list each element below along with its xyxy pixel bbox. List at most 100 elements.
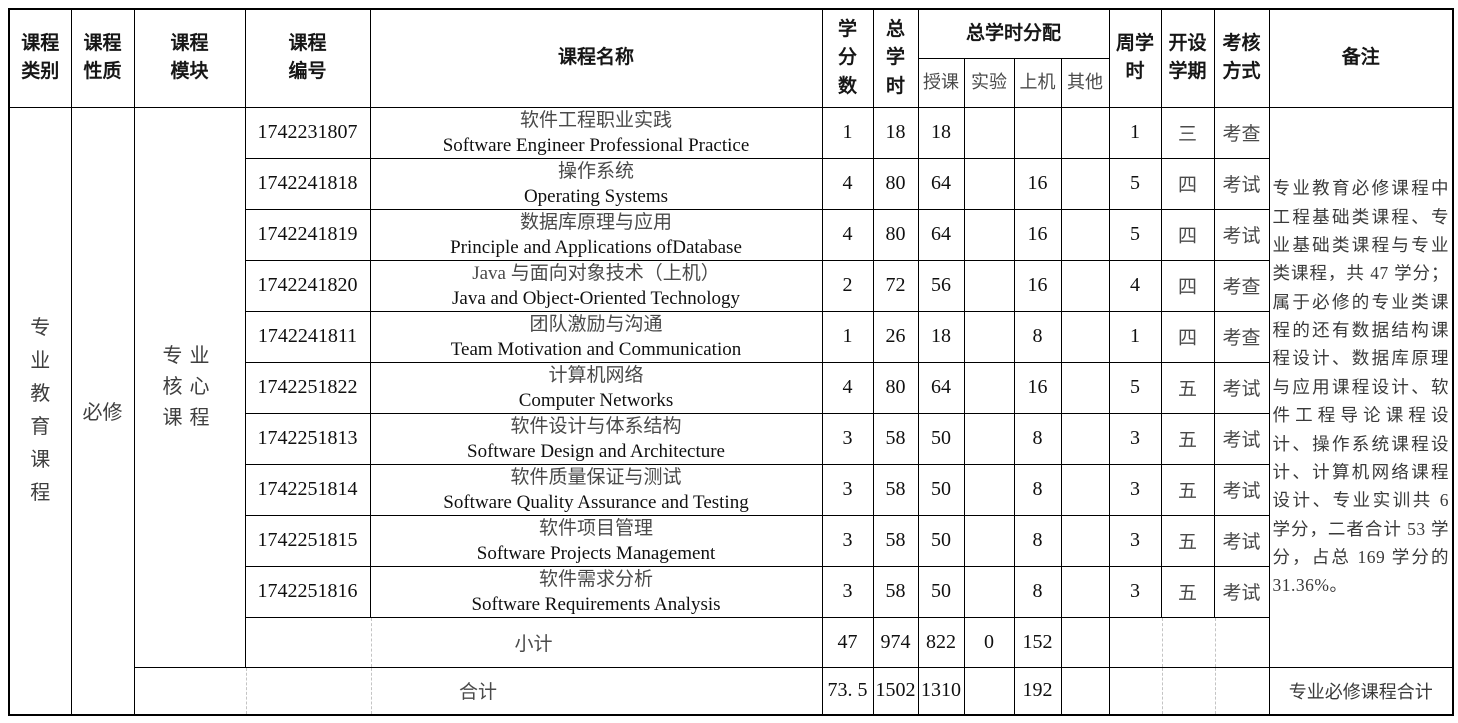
header-course-nature-label: 课程性质 xyxy=(83,32,122,83)
course-name-en: Computer Networks xyxy=(518,389,674,411)
weekly-hours-cell: 4 xyxy=(1108,259,1162,312)
assessment-cell: 考查 xyxy=(1213,106,1270,159)
computer-hours-cell: 16 xyxy=(1013,208,1062,261)
assessment-cell: 考试 xyxy=(1213,565,1270,618)
semester-cell: 五 xyxy=(1160,565,1215,618)
weekly-hours-cell: 3 xyxy=(1108,412,1162,465)
header-course-category: 课程类别 xyxy=(8,8,72,108)
course-name-zh: 计算机网络 xyxy=(548,364,644,386)
credits-cell: 4 xyxy=(821,361,874,414)
credits-cell: 3 xyxy=(821,463,874,516)
total-total-hours-cell: 1502 xyxy=(872,666,919,716)
course-number-cell: 1742241811 xyxy=(244,310,371,363)
module-cell: 专业核心课程 xyxy=(133,106,246,668)
weekly-hours-cell: 5 xyxy=(1108,361,1162,414)
total-hours-cell: 80 xyxy=(872,208,919,261)
total-hours-cell: 58 xyxy=(872,565,919,618)
semester-cell: 四 xyxy=(1160,208,1215,261)
subtotal-label: 小计 xyxy=(514,633,553,655)
header-course-nature: 课程性质 xyxy=(70,8,135,108)
assessment-cell: 考查 xyxy=(1213,259,1270,312)
weekly-hours-cell: 1 xyxy=(1108,310,1162,363)
course-name-cell: 数据库原理与应用 Principle and Applications ofDa… xyxy=(369,208,823,261)
module-label: 专业核心课程 xyxy=(162,344,217,429)
semester-cell: 四 xyxy=(1160,259,1215,312)
subtotal-row: 小计 47 974 822 0 152 xyxy=(9,616,1453,668)
semester-cell: 五 xyxy=(1160,463,1215,516)
course-number-cell: 1742241819 xyxy=(244,208,371,261)
assessment-cell: 考试 xyxy=(1213,157,1270,210)
course-name-zh: 团队激励与沟通 xyxy=(529,313,663,335)
merged-gridline xyxy=(1214,618,1216,666)
total-hours-cell: 80 xyxy=(872,361,919,414)
total-hours-cell: 72 xyxy=(872,259,919,312)
course-name-en: Principle and Applications ofDatabase xyxy=(450,236,742,258)
lecture-hours-cell: 18 xyxy=(917,106,965,159)
merged-gridline xyxy=(1214,668,1216,714)
header-total-hours-label: 总学时 xyxy=(885,18,905,97)
assessment-cell: 考试 xyxy=(1213,514,1270,567)
subtotal-total-hours-cell: 974 xyxy=(872,616,919,668)
semester-cell: 五 xyxy=(1160,361,1215,414)
assessment-cell: 考试 xyxy=(1213,412,1270,465)
credits-cell: 2 xyxy=(821,259,874,312)
course-row: 1742241811 团队激励与沟通 Team Motivation and C… xyxy=(9,310,1453,363)
subtotal-experiment-cell: 0 xyxy=(963,616,1015,668)
merged-gridline xyxy=(370,618,372,666)
experiment-hours-cell xyxy=(963,208,1015,261)
course-name-en: Software Engineer Professional Practice xyxy=(442,134,750,156)
course-number-cell: 1742251813 xyxy=(244,412,371,465)
lecture-hours-cell: 50 xyxy=(917,463,965,516)
remarks-text: 专业教育必修课程中工程基础类课程、专业基础类课程与专业类课程，共 47 学分；属… xyxy=(1272,178,1450,596)
total-lecture-cell: 1310 xyxy=(917,666,965,716)
course-number-cell: 1742251815 xyxy=(244,514,371,567)
computer-hours-cell: 8 xyxy=(1013,514,1062,567)
credits-cell: 3 xyxy=(821,565,874,618)
course-number-cell: 1742241818 xyxy=(244,157,371,210)
course-name-cell: 团队激励与沟通 Team Motivation and Communicatio… xyxy=(369,310,823,363)
total-hours-cell: 58 xyxy=(872,514,919,567)
subtotal-label-cell: 小计 xyxy=(244,616,823,668)
course-row: 1742241819 数据库原理与应用 Principle and Applic… xyxy=(9,208,1453,261)
subtotal-other-cell xyxy=(1060,616,1110,668)
course-name-cell: 软件工程职业实践 Software Engineer Professional … xyxy=(369,106,823,159)
course-name-cell: 软件项目管理 Software Projects Management xyxy=(369,514,823,567)
header-credits-label: 学分数 xyxy=(837,18,857,97)
experiment-hours-cell xyxy=(963,157,1015,210)
assessment-cell: 考试 xyxy=(1213,361,1270,414)
header-semester-label: 开设学期 xyxy=(1168,32,1207,83)
course-name-zh: 软件质量保证与测试 xyxy=(510,466,682,488)
assessment-cell: 考试 xyxy=(1213,208,1270,261)
semester-cell: 三 xyxy=(1160,106,1215,159)
weekly-hours-cell: 3 xyxy=(1108,514,1162,567)
other-hours-cell xyxy=(1060,310,1110,363)
total-credits-cell: 73. 5 xyxy=(821,666,874,716)
other-hours-cell xyxy=(1060,412,1110,465)
weekly-hours-cell: 1 xyxy=(1108,106,1162,159)
course-row: 专业教育课程 必修 专业核心课程 1742231807 软件工程职业实践 Sof… xyxy=(8,106,1454,716)
total-hours-cell: 18 xyxy=(872,106,919,159)
subtotal-lecture-cell: 822 xyxy=(917,616,965,668)
credits-cell: 4 xyxy=(821,157,874,210)
course-row: 1742251814 软件质量保证与测试 Software Quality As… xyxy=(9,463,1453,516)
lecture-hours-cell: 50 xyxy=(917,412,965,465)
assessment-cell: 考试 xyxy=(1213,463,1270,516)
experiment-hours-cell xyxy=(963,310,1015,363)
header-course-category-label: 课程类别 xyxy=(21,32,60,83)
total-empty-cell xyxy=(1108,666,1270,716)
other-hours-cell xyxy=(1060,157,1110,210)
other-hours-cell xyxy=(1060,565,1110,618)
experiment-hours-cell xyxy=(963,106,1015,159)
header-assessment: 考核方式 xyxy=(1213,8,1270,108)
course-name-en: Software Design and Architecture xyxy=(467,440,725,462)
computer-hours-cell xyxy=(1013,106,1062,159)
header-computer: 上机 xyxy=(1013,57,1062,108)
subtotal-empty-cell xyxy=(1108,616,1270,668)
credits-cell: 1 xyxy=(821,106,874,159)
header-remarks: 备注 xyxy=(1268,8,1454,108)
total-experiment-cell xyxy=(963,666,1015,716)
experiment-hours-cell xyxy=(963,259,1015,312)
weekly-hours-cell: 5 xyxy=(1108,157,1162,210)
header-course-module: 课程模块 xyxy=(133,8,246,108)
lecture-hours-cell: 50 xyxy=(917,514,965,567)
